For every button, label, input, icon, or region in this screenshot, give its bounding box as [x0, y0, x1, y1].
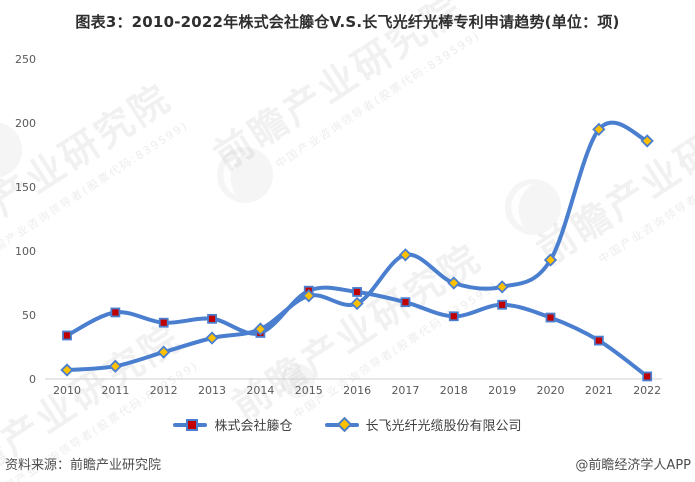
- data-point-square: [158, 317, 169, 328]
- chart-legend: 株式会社籐仓 长飞光纤光缆股份有限公司: [0, 415, 695, 434]
- data-point-diamond: [157, 345, 171, 359]
- y-axis-tick-label: 100: [15, 245, 36, 258]
- series-line-1: [65, 120, 650, 373]
- x-axis-tick-label: 2010: [53, 384, 81, 397]
- chart-title: 图表3：2010-2022年株式会社籐仓V.S.长飞光纤光棒专利申请趋势(单位：…: [75, 13, 620, 31]
- x-axis-tick-label: 2017: [391, 384, 419, 397]
- data-point-square: [400, 297, 411, 308]
- data-point-diamond: [447, 276, 461, 290]
- y-axis-tick-label: 250: [15, 53, 36, 66]
- data-point-square: [207, 313, 217, 324]
- data-point-diamond: [592, 122, 606, 137]
- data-point-diamond: [640, 134, 654, 148]
- data-point-diamond: [398, 248, 413, 262]
- data-point-square: [642, 371, 653, 382]
- y-axis-tick-label: 150: [15, 181, 36, 194]
- x-axis-tick-label: 2011: [101, 384, 129, 397]
- data-point-diamond: [60, 363, 74, 377]
- data-point-square: [110, 307, 121, 318]
- data-point-square: [352, 287, 363, 297]
- x-axis-tick-label: 2013: [198, 384, 226, 397]
- data-point-square: [62, 330, 72, 341]
- legend-item-fujikura: 株式会社籐仓: [173, 415, 293, 434]
- legend-marker-diamond-icon: [324, 416, 359, 432]
- legend-marker-square-icon: [173, 418, 208, 431]
- y-axis-tick-label: 200: [15, 117, 36, 130]
- data-point-diamond: [108, 359, 122, 373]
- data-point-diamond: [350, 296, 364, 311]
- y-axis-tick-label: 50: [22, 309, 36, 322]
- legend-item-yofc: 长飞光纤光缆股份有限公司: [324, 415, 522, 434]
- x-axis-tick-label: 2019: [488, 384, 516, 397]
- data-point-square: [545, 312, 556, 323]
- x-axis-tick-label: 2012: [150, 384, 178, 397]
- legend-label: 株式会社籐仓: [214, 419, 293, 434]
- x-axis-tick-label: 2018: [440, 384, 468, 397]
- data-point-diamond: [205, 331, 219, 345]
- data-point-square: [448, 311, 459, 322]
- data-point-diamond: [302, 289, 316, 303]
- data-point-diamond: [543, 253, 558, 267]
- source-note: 资料来源：前瞻产业研究院: [5, 458, 162, 473]
- y-axis-tick-label: 0: [29, 373, 36, 386]
- legend-label: 长飞光纤光缆股份有限公司: [365, 419, 522, 434]
- x-axis-tick-label: 2022: [633, 384, 661, 397]
- credit-note: @前瞻经济学人APP: [575, 458, 691, 473]
- data-point-diamond: [253, 322, 268, 336]
- data-point-square: [497, 299, 508, 310]
- x-axis-tick-label: 2016: [343, 384, 371, 397]
- x-axis-tick-label: 2015: [295, 384, 323, 397]
- data-point-square: [593, 335, 604, 346]
- x-axis-tick-label: 2021: [585, 384, 613, 397]
- x-axis-tick-label: 2014: [246, 384, 274, 397]
- data-point-diamond: [495, 280, 509, 294]
- x-axis-tick-label: 2020: [537, 384, 565, 397]
